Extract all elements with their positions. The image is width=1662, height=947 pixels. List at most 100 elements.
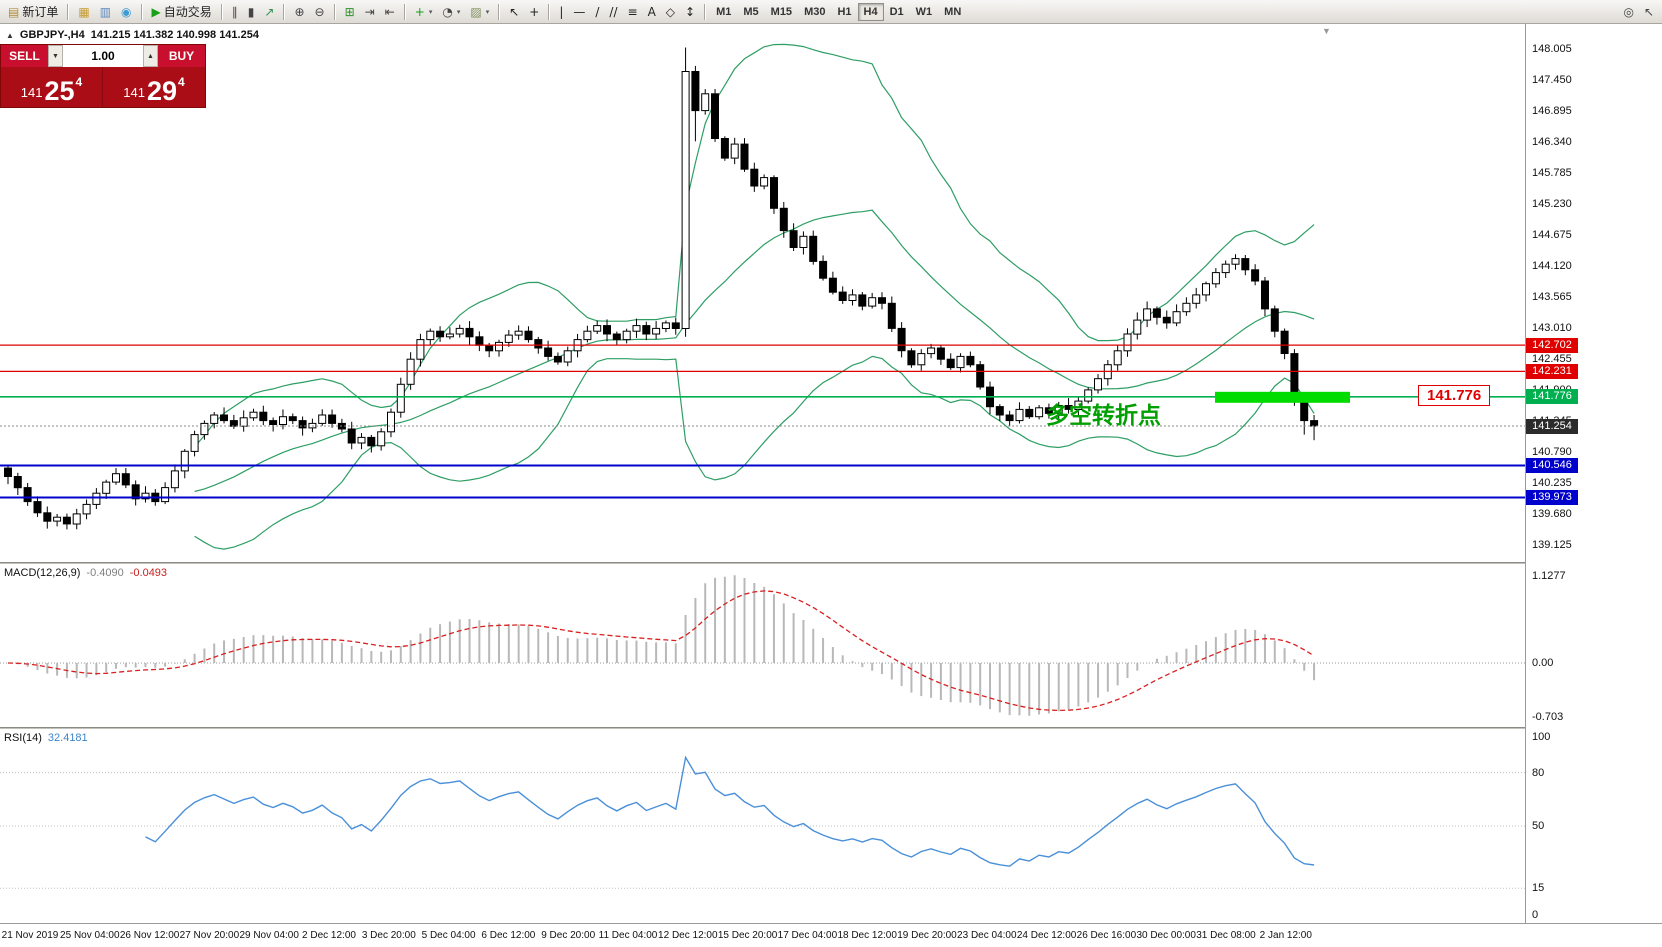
templates-icon[interactable]: ▨ ▾	[465, 2, 494, 22]
autotrading-button[interactable]: ▶ 自动交易	[147, 2, 217, 22]
zoom-in-icon[interactable]: ⊕	[289, 2, 309, 22]
data-window-icon: ▥	[99, 4, 112, 19]
timeframe-button-d1[interactable]: D1	[884, 3, 910, 21]
chart-shift-icon[interactable]: ⇤	[380, 2, 400, 22]
channel-icon[interactable]: //	[604, 2, 622, 22]
price-axis-label: 145.785	[1532, 166, 1572, 179]
horizontal-line-icon: —	[573, 4, 586, 19]
zoom-in-icon: ⊕	[294, 4, 305, 19]
text-icon: A	[647, 4, 656, 19]
time-axis-label: 9 Dec 20:00	[541, 930, 596, 941]
pane-splitter[interactable]	[0, 562, 1662, 564]
pointer-icon[interactable]: ↖	[1639, 2, 1659, 22]
price-pane[interactable]	[0, 24, 1525, 562]
chart-shift-icon: ⇤	[384, 4, 395, 19]
bar-chart-icon[interactable]: ∥	[227, 2, 243, 22]
bar-chart-icon: ∥	[231, 4, 238, 19]
rsi-pane[interactable]	[0, 729, 1525, 923]
macd-name: MACD(12,26,9)	[4, 567, 81, 579]
annotation-text[interactable]: 多空转折点	[1046, 402, 1161, 428]
time-axis-label: 2 Jan 12:00	[1259, 930, 1312, 941]
time-axis[interactable]: 21 Nov 2019 25 Nov 04:00 26 Nov 12:00 27 No…	[0, 923, 1662, 947]
line-chart-icon[interactable]: ↗	[259, 2, 279, 22]
dropdown-caret-icon: ▾	[485, 8, 490, 16]
toolbar: ▤ 新订单 ▦ ▥ ◉ ▶ 自动交易 ∥ ▮ ↗ ⊕ ⊖ ⊞ ⇥ ⇤ + ▾ ◔ ▾ ▨ ▾ ↖ + | — ///≡ A ◇ ↕ M1 M…	[0, 0, 1662, 24]
macd-axis-label: -0.703	[1532, 711, 1564, 723]
navigator-icon[interactable]: ◉	[116, 2, 136, 22]
search-icon[interactable]: ◎	[1618, 2, 1638, 22]
buy-button[interactable]: BUY	[158, 45, 205, 67]
text-icon[interactable]: A	[643, 2, 661, 22]
volume-decrease-button[interactable]: ▼	[48, 45, 63, 67]
channel-icon: //	[609, 4, 618, 19]
zoom-out-icon[interactable]: ⊖	[310, 2, 330, 22]
auto-scroll-icon[interactable]: ⇥	[360, 2, 380, 22]
fibonacci-icon[interactable]: ≡	[623, 2, 643, 22]
time-axis-label: 25 Nov 04:00	[60, 930, 120, 941]
chart-window[interactable]: 148.005 147.450 146.895 146.340 145.785 145.2…	[0, 24, 1662, 947]
navigator-icon: ◉	[121, 4, 132, 19]
timeframe-button-w1[interactable]: W1	[910, 3, 939, 21]
pane-splitter[interactable]	[0, 727, 1662, 729]
market-watch-icon[interactable]: ▦	[73, 2, 94, 22]
dropdown-caret-icon: ▾	[428, 8, 433, 16]
toolbar-separator	[704, 3, 707, 20]
current-price-tag: 141.254	[1526, 418, 1578, 434]
new-order-button[interactable]: ▤ 新订单	[3, 2, 63, 22]
market-watch-icon: ▦	[78, 4, 90, 19]
support-zone-rect[interactable]	[1215, 391, 1350, 403]
macd-value-main: -0.4090	[86, 567, 124, 579]
toolbar-separator	[283, 3, 286, 20]
candlestick-icon[interactable]: ▮	[243, 2, 260, 22]
indicators-icon[interactable]: + ▾	[410, 2, 438, 22]
price-label-box[interactable]: 141.776	[1418, 385, 1491, 406]
buy-price-small: 141	[123, 85, 145, 100]
price-axis[interactable]: 148.005 147.450 146.895 146.340 145.785 145.2…	[1525, 24, 1662, 923]
trendline-icon[interactable]: /	[590, 2, 604, 22]
sell-price-display[interactable]: 141 25 4	[1, 67, 103, 107]
horizontal-line-icon[interactable]: —	[568, 2, 590, 22]
data-window-icon[interactable]: ▥	[95, 2, 116, 22]
vertical-line-icon[interactable]: |	[554, 2, 568, 22]
crosshair-icon[interactable]: +	[524, 2, 544, 22]
macd-label: MACD(12,26,9) -0.4090 -0.0493	[4, 567, 167, 579]
macd-pane[interactable]	[0, 564, 1525, 727]
time-axis-label: 27 Nov 20:00	[179, 930, 240, 941]
time-axis-label: 11 Dec 04:00	[598, 930, 658, 941]
time-axis-label: 3 Dec 20:00	[361, 930, 416, 941]
timeframe-button-m15[interactable]: M15	[765, 3, 798, 21]
buy-price-display[interactable]: 141 29 4	[103, 67, 205, 107]
toolbar-group: ⊕ ⊖	[289, 1, 329, 23]
rsi-line	[145, 755, 1315, 867]
time-axis-label: 24 Dec 12:00	[1016, 930, 1077, 941]
shapes-icon[interactable]: ◇	[661, 2, 680, 22]
macd-signal-line	[7, 590, 1315, 712]
timeframe-button-h1[interactable]: H1	[831, 3, 857, 21]
time-axis-label: 15 Dec 20:00	[717, 930, 778, 941]
toolbar-group: ◎ ↖	[1618, 1, 1659, 23]
price-axis-label: 146.895	[1532, 104, 1572, 117]
price-axis-label: 142.455	[1532, 352, 1572, 365]
timeframe-button-h4[interactable]: H4	[857, 2, 884, 21]
tile-windows-icon[interactable]: ⊞	[340, 2, 360, 22]
macd-histogram	[16, 575, 1316, 716]
volume-input[interactable]	[63, 45, 143, 67]
time-axis-label: 31 Dec 08:00	[1196, 930, 1256, 941]
arrows-icon[interactable]: ↕	[680, 2, 700, 22]
toolbar-group: ▤ 新订单	[3, 1, 63, 23]
rsi-value: 32.4181	[47, 732, 88, 744]
timeframe-button-m1[interactable]: M1	[710, 3, 737, 21]
time-axis-label: 19 Dec 20:00	[897, 930, 957, 941]
crosshair-icon: +	[529, 4, 540, 19]
time-axis-label: 5 Dec 04:00	[421, 930, 476, 941]
cursor-icon[interactable]: ↖	[504, 2, 524, 22]
time-axis-label: 17 Dec 04:00	[777, 930, 838, 941]
volume-increase-button[interactable]: ▲	[143, 45, 158, 67]
timeframe-button-m5[interactable]: M5	[737, 3, 764, 21]
timeframe-button-m30[interactable]: M30	[798, 3, 831, 21]
sell-button[interactable]: SELL	[1, 45, 48, 67]
dropdown-caret-icon: ▾	[456, 8, 461, 16]
periods-icon[interactable]: ◔ ▾	[437, 2, 465, 22]
timeframe-button-mn[interactable]: MN	[938, 3, 967, 21]
